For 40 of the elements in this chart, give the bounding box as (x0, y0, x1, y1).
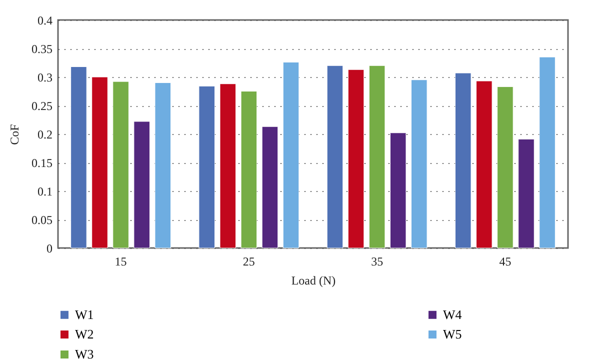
bar (476, 80, 492, 248)
x-tick-label: 15 (114, 254, 127, 268)
y-tick-label: 0.15 (32, 156, 52, 170)
bar (454, 72, 472, 248)
y-tick-label: 0.35 (32, 42, 52, 56)
bar (348, 69, 364, 248)
y-axis-title: CoF (8, 124, 22, 145)
bar (368, 65, 386, 248)
bar (518, 138, 534, 248)
legend-label: W2 (75, 326, 94, 342)
bar (134, 121, 150, 248)
bar (70, 66, 87, 248)
bar (326, 65, 344, 248)
bar (539, 56, 556, 248)
bar (497, 86, 514, 248)
x-tick-label: 25 (242, 254, 255, 268)
x-tick-label: 45 (499, 254, 512, 268)
y-tick-label: 0.3 (38, 70, 52, 84)
bar (411, 80, 428, 248)
y-tick-label: 0.2 (38, 128, 52, 142)
legend-label: W5 (443, 326, 462, 342)
bar (240, 91, 258, 248)
bar (112, 81, 129, 248)
legend-label: W3 (75, 346, 94, 360)
x-axis-title: Load (N) (291, 274, 336, 288)
y-tick-label: 0.25 (32, 99, 52, 113)
legend-label: W4 (443, 306, 462, 322)
bar (198, 86, 215, 248)
y-tick-label: 0.4 (38, 14, 52, 28)
bar (390, 132, 406, 248)
y-tick-label: 0 (46, 242, 52, 256)
bar (262, 126, 278, 248)
legend-label: W1 (75, 306, 94, 322)
bar (92, 76, 108, 248)
bar (282, 62, 300, 248)
y-tick-label: 0.1 (38, 184, 52, 198)
y-tick-label: 0.05 (32, 213, 52, 227)
bar (154, 82, 172, 248)
x-tick-label: 35 (371, 254, 384, 268)
bar (220, 84, 236, 248)
